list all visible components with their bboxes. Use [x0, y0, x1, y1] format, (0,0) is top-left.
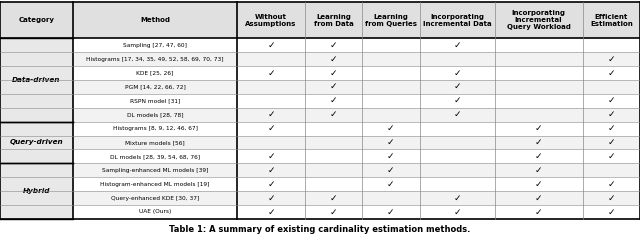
Bar	[0, 80, 73, 94]
Text: Histogram-enhanced ML models [19]: Histogram-enhanced ML models [19]	[100, 182, 210, 187]
Text: ✓: ✓	[387, 180, 395, 189]
Text: UAE (Ours): UAE (Ours)	[139, 210, 172, 215]
Text: ✓: ✓	[535, 180, 542, 189]
Text: ✓: ✓	[453, 68, 461, 77]
Bar	[73, 38, 640, 52]
Text: ✓: ✓	[387, 152, 395, 161]
Text: Table 1: A summary of existing cardinality estimation methods.: Table 1: A summary of existing cardinali…	[170, 225, 470, 234]
Bar	[0, 2, 640, 38]
Text: ✓: ✓	[387, 207, 395, 216]
Text: ✓: ✓	[330, 110, 337, 119]
Text: ✓: ✓	[607, 55, 615, 63]
Text: Learning
from Queries: Learning from Queries	[365, 14, 417, 27]
Text: Without
Assumptions: Without Assumptions	[245, 14, 297, 27]
Text: ✓: ✓	[330, 55, 337, 63]
Text: ✓: ✓	[268, 194, 275, 203]
Bar	[0, 66, 73, 80]
Bar	[0, 94, 73, 108]
Text: ✓: ✓	[607, 207, 615, 216]
Text: ✓: ✓	[268, 124, 275, 133]
Text: Histograms [17, 34, 35, 49, 52, 58, 69, 70, 73]: Histograms [17, 34, 35, 49, 52, 58, 69, …	[86, 57, 224, 62]
Bar	[0, 136, 73, 149]
Text: Method: Method	[140, 17, 170, 23]
Text: ✓: ✓	[607, 110, 615, 119]
Text: ✓: ✓	[268, 41, 275, 50]
Text: ✓: ✓	[330, 82, 337, 91]
Text: ✓: ✓	[453, 194, 461, 203]
Text: Incorporating
Incremental Data: Incorporating Incremental Data	[423, 14, 492, 27]
Text: Histograms [8, 9, 12, 46, 67]: Histograms [8, 9, 12, 46, 67]	[113, 126, 198, 131]
Text: ✓: ✓	[268, 180, 275, 189]
Text: ✓: ✓	[453, 82, 461, 91]
Bar	[0, 122, 73, 136]
Text: Mixture models [56]: Mixture models [56]	[125, 140, 185, 145]
Bar	[0, 149, 73, 163]
Text: RSPN model [31]: RSPN model [31]	[130, 98, 180, 103]
Text: ✓: ✓	[607, 152, 615, 161]
Bar	[0, 177, 73, 191]
Bar	[73, 52, 640, 66]
Bar	[0, 205, 73, 219]
Text: Hybrid: Hybrid	[22, 188, 50, 194]
Text: ✓: ✓	[268, 207, 275, 216]
Bar	[73, 149, 640, 163]
Text: Efficient
Estimation: Efficient Estimation	[590, 14, 633, 27]
Bar	[73, 66, 640, 80]
Text: ✓: ✓	[268, 68, 275, 77]
Text: ✓: ✓	[387, 138, 395, 147]
Bar	[0, 52, 73, 66]
Text: Sampling [27, 47, 60]: Sampling [27, 47, 60]	[123, 43, 187, 48]
Text: ✓: ✓	[330, 96, 337, 105]
Bar	[0, 163, 73, 177]
Bar	[73, 80, 640, 94]
Text: Query-enhanced KDE [30, 37]: Query-enhanced KDE [30, 37]	[111, 196, 199, 200]
Bar	[73, 136, 640, 149]
Text: ✓: ✓	[453, 96, 461, 105]
Bar	[0, 108, 73, 122]
Text: ✓: ✓	[607, 138, 615, 147]
Text: Learning
from Data: Learning from Data	[314, 14, 353, 27]
Text: ✓: ✓	[535, 124, 542, 133]
Text: ✓: ✓	[453, 41, 461, 50]
Text: ✓: ✓	[330, 207, 337, 216]
Bar	[73, 163, 640, 177]
Text: ✓: ✓	[535, 207, 542, 216]
Bar	[73, 177, 640, 191]
Text: PGM [14, 22, 66, 72]: PGM [14, 22, 66, 72]	[125, 84, 186, 89]
Text: ✓: ✓	[330, 41, 337, 50]
Text: Sampling-enhanced ML models [39]: Sampling-enhanced ML models [39]	[102, 168, 208, 173]
Text: ✓: ✓	[535, 152, 542, 161]
Bar	[73, 108, 640, 122]
Text: Category: Category	[19, 17, 54, 23]
Bar	[73, 122, 640, 136]
Bar	[0, 191, 73, 205]
Text: ✓: ✓	[535, 138, 542, 147]
Text: ✓: ✓	[535, 166, 542, 175]
Text: ✓: ✓	[330, 194, 337, 203]
Text: ✓: ✓	[453, 207, 461, 216]
Text: Query-driven: Query-driven	[10, 139, 63, 145]
Bar	[0, 38, 73, 52]
Text: ✓: ✓	[330, 68, 337, 77]
Bar	[73, 191, 640, 205]
Text: ✓: ✓	[607, 68, 615, 77]
Text: KDE [25, 26]: KDE [25, 26]	[136, 71, 173, 76]
Text: ✓: ✓	[387, 124, 395, 133]
Text: ✓: ✓	[268, 166, 275, 175]
Text: ✓: ✓	[607, 96, 615, 105]
Text: ✓: ✓	[453, 110, 461, 119]
Text: ✓: ✓	[607, 194, 615, 203]
Text: DL models [28, 78]: DL models [28, 78]	[127, 112, 183, 117]
Text: ✓: ✓	[535, 194, 542, 203]
Bar	[73, 94, 640, 108]
Text: ✓: ✓	[387, 166, 395, 175]
Text: Incorporating
Incremental
Query Workload: Incorporating Incremental Query Workload	[507, 10, 570, 30]
Text: ✓: ✓	[607, 124, 615, 133]
Text: DL models [28, 39, 54, 68, 76]: DL models [28, 39, 54, 68, 76]	[110, 154, 200, 159]
Text: ✓: ✓	[268, 110, 275, 119]
Text: Data-driven: Data-driven	[12, 77, 61, 83]
Text: ✓: ✓	[607, 180, 615, 189]
Text: ✓: ✓	[268, 152, 275, 161]
Bar	[73, 205, 640, 219]
